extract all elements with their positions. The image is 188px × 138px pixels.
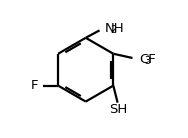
Text: SH: SH xyxy=(110,103,128,116)
Text: NH: NH xyxy=(105,22,124,35)
Text: CF: CF xyxy=(139,53,156,66)
Text: F: F xyxy=(31,79,39,92)
Text: 2: 2 xyxy=(111,25,117,35)
Text: 3: 3 xyxy=(145,56,151,66)
